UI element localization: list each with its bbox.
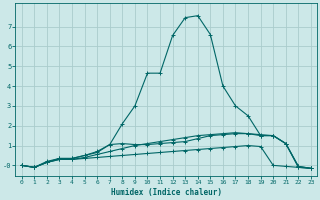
X-axis label: Humidex (Indice chaleur): Humidex (Indice chaleur) xyxy=(111,188,222,197)
